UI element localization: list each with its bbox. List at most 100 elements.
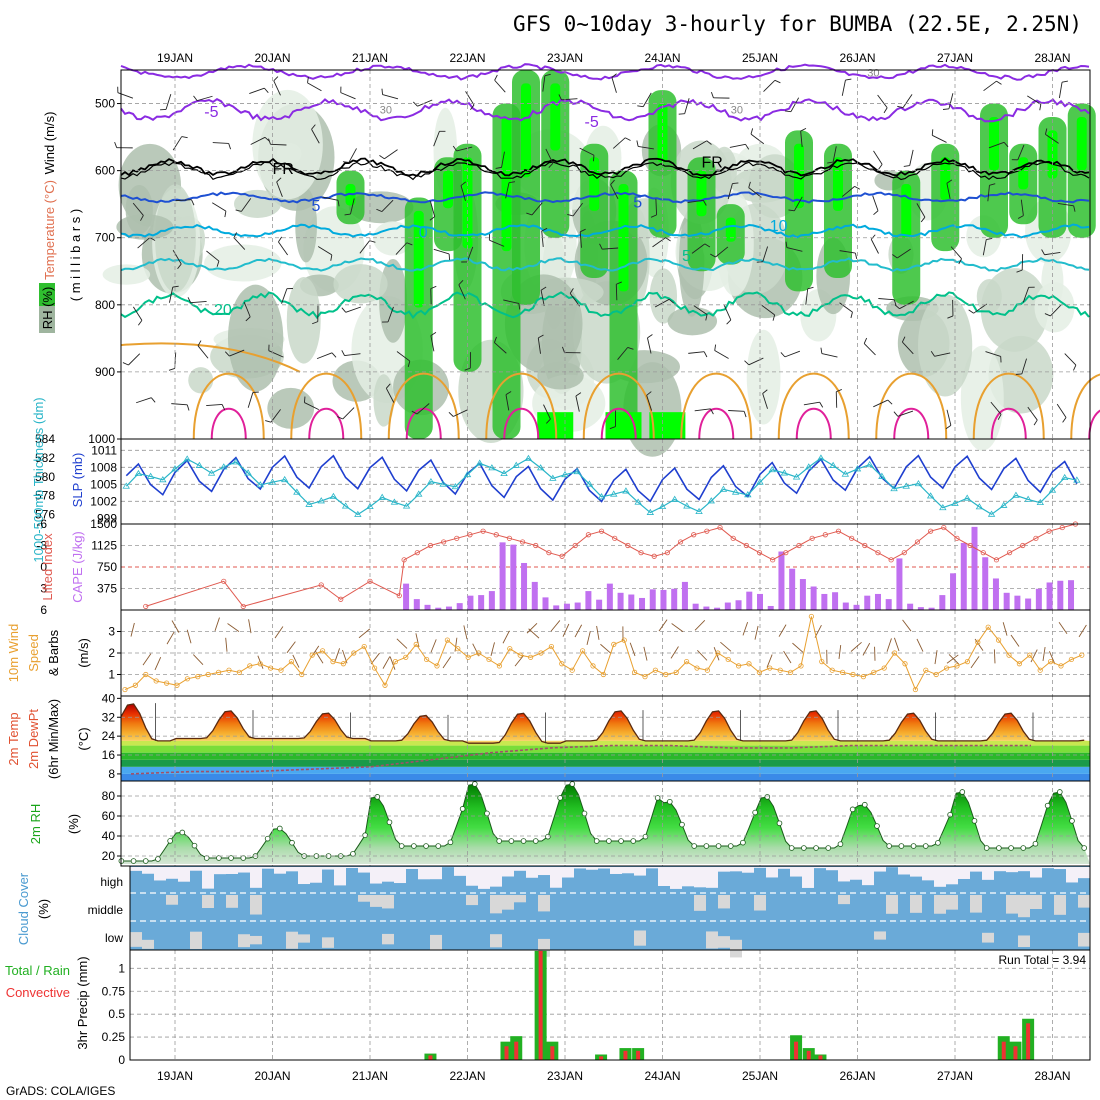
rh-shade-blob <box>267 387 315 429</box>
rh-shade-blob <box>125 184 153 235</box>
wind-barb <box>1021 358 1027 375</box>
surface-barb <box>946 654 959 664</box>
cape-bar <box>639 597 646 610</box>
contour-freezing-2 <box>120 161 1090 181</box>
cape-tick: 1500 <box>90 517 117 531</box>
upper-temp-label: Temperature (°C) <box>42 180 57 280</box>
rh-shade-blob <box>188 367 214 394</box>
cloud-gap-middle <box>538 895 550 912</box>
thickness-marker <box>1000 501 1008 508</box>
thickness-marker <box>427 477 435 485</box>
wind-barb <box>1058 82 1063 99</box>
wind-barb-flag <box>703 351 708 358</box>
rh2m-point <box>606 838 612 844</box>
surface-barb <box>742 622 749 636</box>
wind-barb-flag <box>233 232 237 238</box>
wind-barb-flag <box>186 404 190 411</box>
wind-barb <box>803 401 820 406</box>
rh2m-point <box>1069 818 1075 824</box>
precip-conv-bar <box>794 1041 799 1060</box>
wind-barb <box>453 409 468 417</box>
y-tick-label: 8 <box>108 767 115 781</box>
cloud-gap-middle <box>838 895 850 905</box>
date-label-top: 24JAN <box>644 51 680 65</box>
contour-30 <box>795 408 832 440</box>
wind-barb-flag <box>750 128 754 135</box>
slp-line <box>125 454 1078 503</box>
contour-30 <box>210 408 247 440</box>
cloud-gap-low <box>718 936 730 948</box>
cloud-gap-low <box>706 931 718 949</box>
wind-barb-flag <box>379 155 385 160</box>
cape-bar <box>692 603 699 610</box>
y-tick-label: 3 <box>108 625 115 639</box>
rh2m-point <box>228 855 234 861</box>
wind-speed-point <box>985 624 991 630</box>
precip-tick: 1 <box>118 961 125 975</box>
wind-barb <box>902 94 913 108</box>
thickness-tick: 582 <box>35 451 55 465</box>
rh2m-point <box>398 843 405 849</box>
slp-tick: 1005 <box>90 477 117 491</box>
cloud-gap-low <box>238 934 250 948</box>
wind-barb <box>311 129 320 144</box>
rh2m-point <box>825 845 832 851</box>
wind-barb-flag <box>997 414 1002 420</box>
rh-plume-core <box>589 157 600 211</box>
surface-barb <box>154 657 162 671</box>
thickness-tick: 578 <box>35 489 55 503</box>
date-label-bottom: 19JAN <box>157 1069 193 1083</box>
wind-barb <box>117 92 134 99</box>
wind-barb <box>569 293 581 307</box>
li-point <box>559 553 565 559</box>
cloud-gap-low <box>250 935 262 945</box>
contour-label: 5 <box>633 195 642 212</box>
wind-barb-flag <box>887 399 893 405</box>
y-tick-label: 80 <box>102 789 116 803</box>
wind-speed-point <box>829 667 835 673</box>
precip-conv-bar <box>538 950 543 1060</box>
cloud-gap-high <box>586 867 598 870</box>
wind-speed-point <box>871 669 877 675</box>
y-tick-label: 500 <box>95 97 115 111</box>
li-point <box>875 550 881 556</box>
wind-barb-flag <box>268 138 271 145</box>
wind-barb-flag <box>558 94 562 101</box>
wind-barb <box>1045 133 1059 144</box>
wind-speed-point <box>267 665 274 671</box>
cape-bar <box>799 579 806 610</box>
wind-speed-point <box>1068 656 1075 663</box>
surface-barb <box>902 619 912 632</box>
wind-barb <box>132 306 143 321</box>
wind-barb-flag <box>678 113 685 115</box>
cape-bar <box>1068 580 1075 610</box>
precip-conv-bar <box>428 1055 433 1060</box>
thickness-marker <box>549 474 557 481</box>
cloud-gap-high <box>406 867 418 869</box>
contour-30 <box>405 408 442 440</box>
wind-barb-flag <box>732 182 739 185</box>
wind-barb-flag <box>548 162 554 169</box>
rh-plume-core <box>521 83 531 178</box>
rh-plume-core <box>696 170 707 217</box>
wind-barb-flag <box>567 213 574 217</box>
wind-barb-flag <box>1061 80 1069 83</box>
rh2m-point <box>569 781 576 787</box>
credit-text: GrADS: COLA/IGES <box>6 1084 115 1098</box>
cape-bar <box>596 599 603 610</box>
rh2m-point <box>167 838 173 844</box>
wind-barb <box>1020 199 1024 216</box>
rh2m-point <box>350 851 356 857</box>
thickness-marker <box>707 497 715 504</box>
precip-panel: 1 0.75 0.5 0.25 0 Total / Rain Convective 3h… <box>5 949 1091 1067</box>
wind-barb <box>615 284 618 301</box>
wind-barb-flag <box>710 408 714 415</box>
wind-barb <box>714 350 729 359</box>
thickness-marker <box>244 469 252 476</box>
wind-speed-point <box>735 663 742 669</box>
wind-barb <box>316 352 333 360</box>
wind-barb <box>171 403 188 406</box>
wind-barb <box>950 246 962 259</box>
rh2m-units: (%) <box>66 814 81 834</box>
rh-shade-blob <box>1034 282 1075 333</box>
